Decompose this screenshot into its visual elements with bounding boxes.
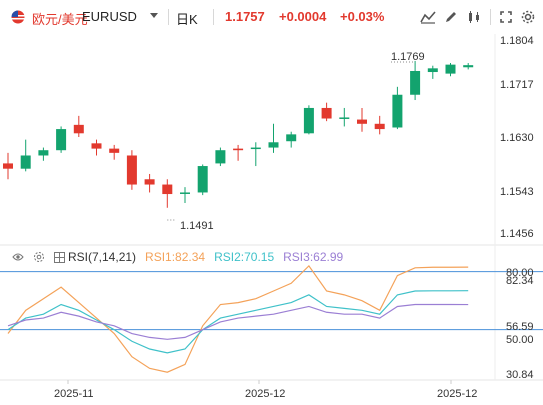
candle-body[interactable] — [445, 64, 456, 74]
rsi-axis-label: 82.34 — [506, 275, 534, 287]
candle-body[interactable] — [73, 124, 84, 134]
price-axis-label: 1.1543 — [500, 186, 534, 198]
rsi2-series-line — [7, 290, 469, 354]
divider — [168, 9, 169, 25]
indicator-icon[interactable] — [418, 7, 438, 27]
last-price: 1.1757 — [225, 9, 265, 24]
candle-body[interactable] — [427, 68, 438, 73]
candle-body[interactable] — [410, 70, 421, 95]
chevron-down-icon[interactable] — [150, 13, 158, 18]
candle-body[interactable] — [357, 119, 367, 124]
candle-body[interactable] — [38, 150, 49, 156]
rsi2-value: RSI2:70.15 — [214, 250, 275, 264]
candle-body[interactable] — [250, 147, 261, 150]
draw-pencil-icon[interactable] — [441, 7, 461, 27]
candle-body[interactable] — [303, 107, 314, 134]
candle-body[interactable] — [463, 65, 474, 68]
price-axis-label: 1.1630 — [500, 132, 534, 144]
eye-icon[interactable] — [12, 251, 24, 263]
candle-body[interactable] — [286, 134, 297, 142]
candle-body[interactable] — [144, 179, 155, 185]
toolbar: 欧元/美元 EURUSD 日K 1.1757 +0.0004 +0.03% — [0, 0, 543, 34]
rsi-axis-label: 50.00 — [506, 334, 534, 346]
rsi-axis-label: 80.00 — [506, 267, 534, 279]
price-axis-label: 1.1717 — [500, 79, 534, 91]
period-selector[interactable]: 日K — [176, 12, 198, 27]
candle-body[interactable] — [162, 184, 173, 195]
candle-body[interactable] — [20, 155, 31, 169]
candle-body[interactable] — [215, 150, 226, 164]
candle-body[interactable] — [392, 94, 403, 128]
rsi3-value: RSI3:62.99 — [283, 250, 344, 264]
candle-body[interactable] — [56, 129, 67, 151]
rsi3-series-line — [7, 303, 469, 340]
candle-body[interactable] — [339, 117, 350, 119]
candle-body[interactable] — [180, 192, 190, 194]
gear-icon[interactable] — [33, 251, 45, 263]
symbol-code[interactable]: EURUSD — [82, 9, 137, 24]
candle-body[interactable] — [3, 163, 13, 169]
rsi1-value: RSI1:82.34 — [145, 250, 206, 264]
low-annotation: 1.1491 — [180, 220, 214, 232]
us-flag-icon — [11, 10, 25, 24]
rsi-axis-label: 30.84 — [506, 369, 534, 381]
divider — [490, 9, 491, 25]
rsi-legend: RSI(7,14,21) RSI1:82.34 RSI2:70.15 RSI3:… — [0, 248, 343, 266]
candle-body[interactable] — [321, 107, 332, 119]
candle-body[interactable] — [126, 155, 137, 185]
candle-body[interactable] — [374, 123, 385, 130]
candle-body[interactable] — [268, 142, 279, 148]
candle-body[interactable] — [197, 166, 208, 193]
price-axis-label: 1.1804 — [500, 35, 534, 47]
symbol-name[interactable]: 欧元/美元 — [32, 12, 88, 27]
rsi-indicator-name[interactable]: RSI(7,14,21) — [68, 250, 137, 264]
candle-body[interactable] — [109, 148, 120, 153]
price-axis-label: 1.1456 — [500, 228, 534, 240]
divider — [213, 9, 214, 25]
candle-body[interactable] — [91, 143, 102, 149]
rsi-axis-label: 56.59 — [506, 321, 534, 333]
rsi1-series-line — [7, 264, 469, 373]
price-change-percent: +0.03% — [340, 9, 385, 24]
grid-icon[interactable] — [54, 251, 65, 263]
high-annotation: 1.1769 — [391, 51, 425, 63]
x-axis-label: 2025-12 — [245, 388, 285, 400]
x-axis-label: 2025-12 — [437, 388, 477, 400]
x-axis-label: 2025-11 — [54, 388, 94, 400]
candle-body[interactable] — [233, 148, 244, 151]
price-change: +0.0004 — [279, 9, 327, 24]
candle-type-icon[interactable] — [464, 7, 484, 27]
fullscreen-icon[interactable] — [496, 7, 516, 27]
settings-icon[interactable] — [518, 7, 538, 27]
